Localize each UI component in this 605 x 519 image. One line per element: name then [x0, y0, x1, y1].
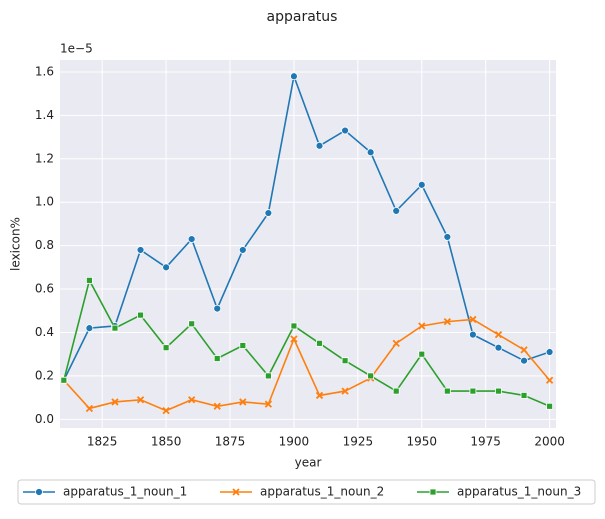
marker — [162, 406, 170, 415]
marker — [545, 376, 554, 384]
marker — [392, 387, 400, 395]
marker — [213, 402, 221, 410]
marker — [239, 342, 247, 349]
marker — [111, 398, 119, 406]
marker — [111, 324, 119, 332]
marker — [86, 276, 93, 284]
marker — [443, 233, 452, 241]
marker — [239, 398, 247, 406]
marker — [520, 392, 528, 399]
marker — [213, 355, 221, 362]
series-line — [63, 73, 550, 381]
marker — [546, 402, 554, 410]
x-tick-label: 1875 — [215, 435, 246, 449]
marker — [429, 488, 437, 496]
marker — [264, 209, 273, 217]
y-tick-label: 0.4 — [35, 325, 54, 339]
marker — [136, 396, 145, 404]
marker — [494, 343, 503, 352]
marker — [213, 304, 222, 313]
x-axis-label: year — [295, 456, 322, 470]
marker — [469, 315, 477, 324]
marker — [188, 320, 196, 328]
marker — [316, 339, 323, 347]
x-tick-label: 1925 — [343, 435, 374, 449]
y-tick-label: 1.2 — [35, 151, 54, 165]
marker — [162, 344, 170, 352]
legend-label: apparatus_1_noun_3 — [457, 485, 581, 499]
x-tick-label: 1850 — [151, 435, 182, 449]
marker — [290, 335, 298, 343]
y-offset-label: 1e−5 — [60, 42, 93, 56]
marker — [162, 263, 171, 272]
marker — [341, 387, 349, 395]
marker — [264, 372, 272, 380]
marker — [315, 391, 324, 400]
marker — [341, 357, 349, 365]
legend-label: apparatus_1_noun_2 — [260, 485, 384, 499]
marker — [188, 396, 196, 404]
marker — [520, 356, 528, 365]
marker — [367, 372, 375, 380]
marker — [392, 339, 400, 347]
marker — [520, 346, 528, 354]
marker — [443, 387, 451, 395]
marker — [35, 488, 43, 496]
x-tick-label: 1950 — [406, 435, 437, 449]
x-tick-label: 1900 — [279, 435, 310, 449]
y-tick-label: 0.8 — [35, 238, 54, 252]
y-axis-label: lexicon% — [9, 217, 23, 271]
marker — [469, 330, 477, 339]
marker — [136, 246, 145, 254]
legend — [17, 479, 596, 505]
marker — [238, 246, 247, 254]
marker — [494, 331, 503, 339]
y-tick-label: 0.6 — [35, 282, 54, 296]
y-tick-label: 1.4 — [35, 108, 54, 122]
y-tick-label: 0.2 — [35, 368, 54, 382]
marker — [137, 311, 144, 319]
marker — [341, 126, 349, 135]
marker — [443, 317, 451, 326]
marker — [418, 350, 426, 358]
y-tick-label: 1.6 — [35, 64, 54, 78]
marker — [60, 376, 68, 384]
marker — [85, 324, 94, 333]
legend-label: apparatus_1_noun_1 — [63, 485, 187, 499]
x-tick-label: 1825 — [87, 435, 118, 449]
marker — [366, 148, 375, 157]
chart-title: apparatus — [267, 9, 338, 25]
x-tick-label: 1975 — [470, 435, 501, 449]
marker — [264, 400, 273, 408]
x-tick-label: 2000 — [534, 435, 565, 449]
marker — [417, 180, 426, 189]
marker — [418, 322, 426, 330]
marker — [545, 348, 554, 356]
marker — [392, 206, 401, 215]
series-line — [63, 318, 551, 412]
marker — [290, 322, 298, 330]
y-tick-label: 1.0 — [35, 195, 54, 209]
marker — [232, 488, 240, 496]
y-tick-label: 0.0 — [35, 412, 54, 426]
series-line — [63, 278, 550, 408]
plot-area — [60, 60, 556, 428]
marker — [469, 387, 477, 395]
marker — [85, 404, 94, 413]
marker — [495, 387, 502, 395]
marker — [290, 72, 298, 81]
marker — [315, 141, 324, 150]
marker — [187, 235, 196, 244]
